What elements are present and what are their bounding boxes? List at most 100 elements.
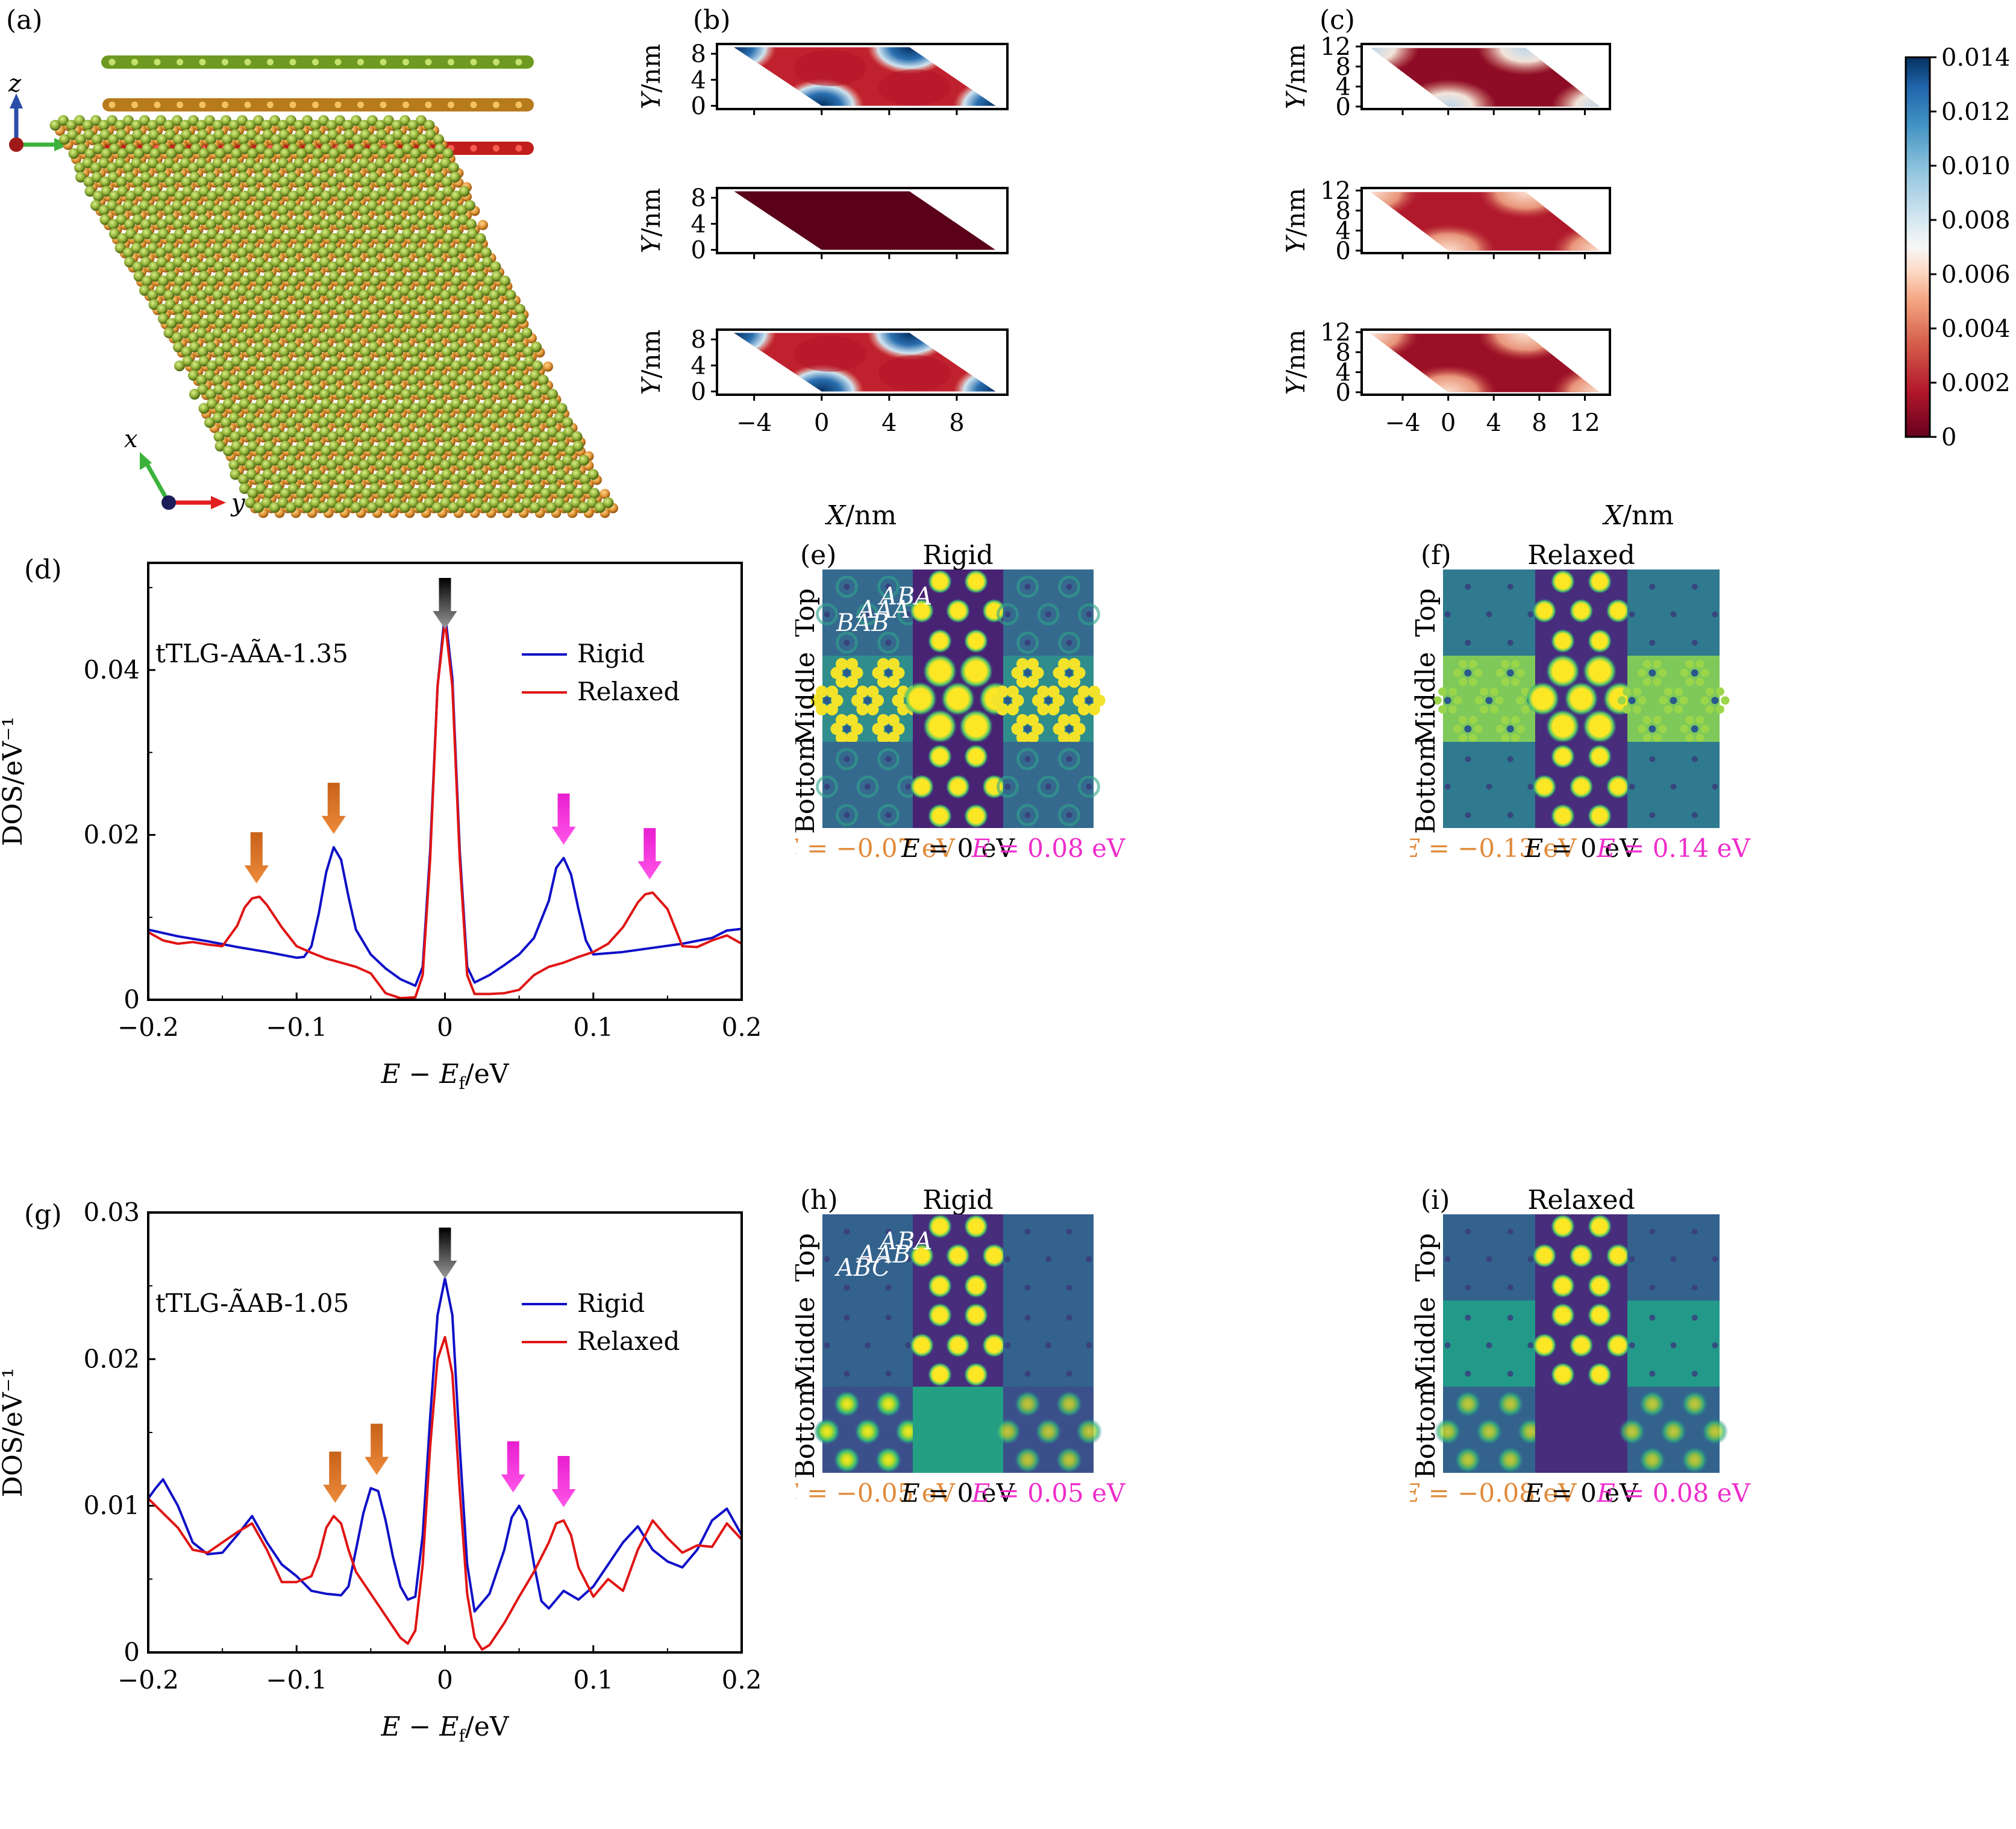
ytick-label: 4 xyxy=(691,352,706,380)
atom xyxy=(470,58,477,66)
atom-green xyxy=(263,271,275,282)
atom xyxy=(515,58,522,66)
atom-green xyxy=(393,186,405,197)
atom-green xyxy=(295,176,306,187)
atom-green xyxy=(239,275,250,287)
atom-green xyxy=(221,115,231,126)
atom-green xyxy=(432,162,443,174)
atom-green xyxy=(516,398,527,409)
atom-green xyxy=(409,129,420,140)
panel-f-title: Relaxed xyxy=(1527,542,1635,571)
ldos-center xyxy=(1045,697,1052,704)
atom-green xyxy=(280,488,291,499)
ldos-center xyxy=(1085,697,1093,704)
panel-g-label: (g) xyxy=(24,1199,62,1230)
panel-b-label: (b) xyxy=(693,5,731,36)
ldos-dark-dot xyxy=(865,1342,871,1349)
ldos-center xyxy=(1444,697,1451,704)
ldos-petal xyxy=(836,657,848,670)
atom-green xyxy=(386,445,396,457)
ldos-petal xyxy=(1474,696,1483,705)
ldos-petal xyxy=(1458,659,1467,668)
ldos-petal xyxy=(1468,677,1477,686)
atom-green xyxy=(345,271,356,282)
ldos-petal xyxy=(1511,733,1520,742)
atom-green xyxy=(271,219,281,230)
atom-green xyxy=(296,403,307,414)
atom-green xyxy=(392,384,404,395)
atom-green xyxy=(277,327,289,339)
atom-green xyxy=(407,157,419,169)
panel-b-axes-frame xyxy=(716,187,1009,254)
ldos-bright-spot xyxy=(1583,654,1617,688)
atom-green xyxy=(230,214,241,225)
atom-green xyxy=(277,204,289,216)
ldos-dark-dot xyxy=(844,639,850,646)
atom-green xyxy=(222,426,233,438)
peak-arrow-magenta xyxy=(551,1456,576,1507)
atom-green xyxy=(342,119,354,131)
atom-green xyxy=(310,327,321,339)
ldos-dark-dot xyxy=(1486,1256,1492,1263)
atom-green xyxy=(207,143,218,154)
ldos-dark-dot xyxy=(1066,756,1072,762)
atom-green xyxy=(490,261,501,272)
ytick-label: 0 xyxy=(691,93,706,121)
atom-green xyxy=(82,157,93,169)
atom-green xyxy=(327,129,339,140)
atom-green xyxy=(383,332,394,344)
ldos-petal xyxy=(1495,668,1504,677)
atom-green xyxy=(360,261,371,272)
row-label-top: Top xyxy=(1410,588,1441,637)
atom-green xyxy=(253,454,264,466)
ldos-petal xyxy=(1623,687,1632,696)
atom-green xyxy=(407,497,419,509)
atom-green xyxy=(271,134,281,145)
atom-green xyxy=(521,374,533,386)
atom-green xyxy=(424,459,435,471)
atom-green xyxy=(490,384,501,395)
atom-green xyxy=(441,431,452,442)
ldos-bright-spot xyxy=(1588,569,1612,594)
colorbar-tick-label: 0.006 xyxy=(1941,261,2011,289)
atom-green xyxy=(343,299,355,310)
atom-green xyxy=(537,412,549,424)
atom-green xyxy=(271,426,281,438)
atom-green xyxy=(304,360,315,372)
ldos-cell-bottom-2 xyxy=(1618,1387,1729,1473)
atom-green xyxy=(513,369,524,381)
atom-green xyxy=(318,454,329,466)
atom-green xyxy=(360,214,371,225)
panel-b-map-3: 048−4 0 4 8Y/nm xyxy=(636,326,1009,437)
xtick-label: 0 xyxy=(814,409,829,437)
ldos-bright-spot xyxy=(1550,744,1575,769)
atom xyxy=(515,145,522,152)
atom-green xyxy=(407,412,419,424)
atom-green xyxy=(334,417,345,428)
atom-green xyxy=(466,341,477,353)
atom-green xyxy=(391,204,402,216)
atom-green xyxy=(230,346,241,357)
atom-orange xyxy=(478,219,488,230)
atom-green xyxy=(434,143,445,154)
atom-green xyxy=(272,275,283,287)
atom-green xyxy=(571,469,583,480)
atom-green xyxy=(409,431,420,442)
energy-caption: E = 0 eV xyxy=(1524,1478,1638,1508)
atom-green xyxy=(67,129,78,140)
dos-chart-g: −0.2 −0.1 0 0.1 0.200.010.020.03tTLG-ÃAB-1.0… xyxy=(0,1197,762,1746)
aa-region-spot xyxy=(1400,223,1497,251)
atom-green xyxy=(426,148,437,159)
atom-green xyxy=(377,318,389,329)
atom-green xyxy=(351,454,362,466)
atom-green xyxy=(368,134,379,145)
atom-green xyxy=(213,261,225,272)
ldos-cell-middle-0 xyxy=(1443,1300,1535,1387)
ldos-petal xyxy=(1016,676,1028,688)
atom-green xyxy=(392,176,404,187)
ldos-bright-spot xyxy=(964,1214,988,1239)
ldos-center xyxy=(843,725,851,733)
atom-green xyxy=(352,304,363,315)
ldos-petal xyxy=(1480,705,1488,714)
row-label-bottom: Bottom xyxy=(1410,1381,1441,1478)
